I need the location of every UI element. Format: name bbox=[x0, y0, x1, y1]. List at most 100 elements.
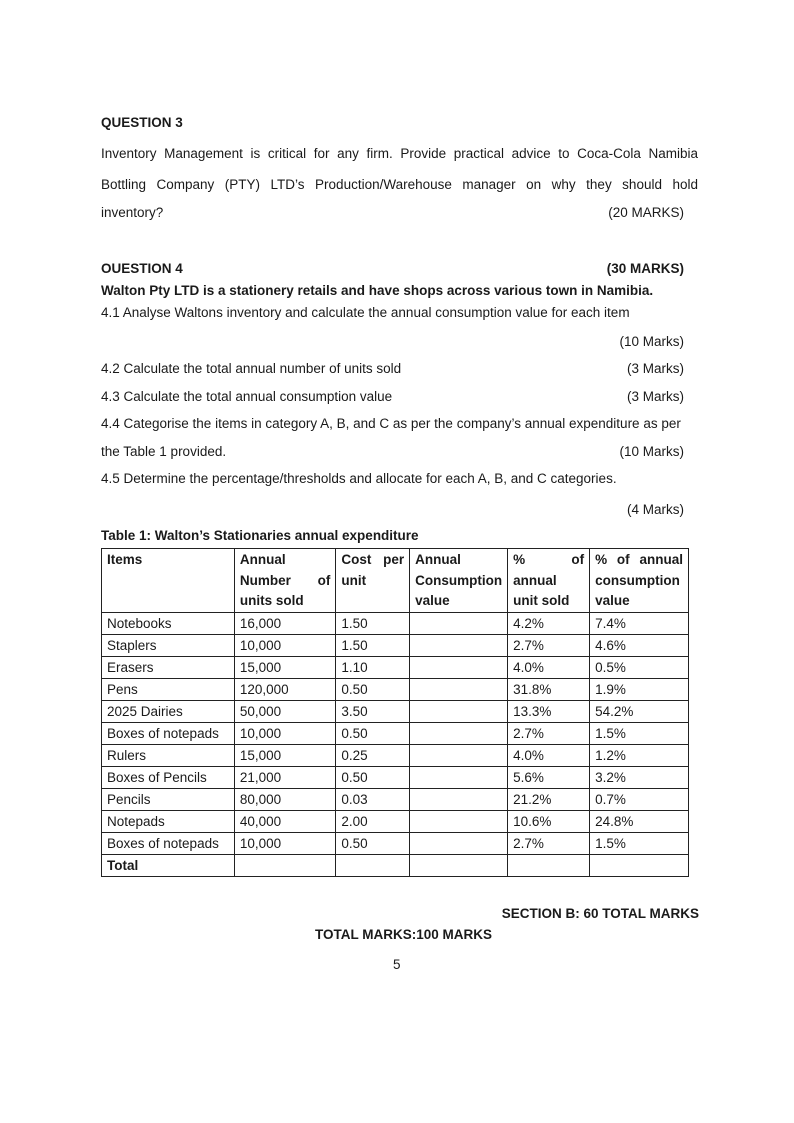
header-pct-units: % of annual unit sold bbox=[507, 548, 591, 613]
table-cell bbox=[409, 611, 509, 635]
table-cell bbox=[409, 743, 509, 767]
table-cell: 0.50 bbox=[335, 765, 411, 789]
q3-line: inventory? bbox=[101, 205, 164, 220]
table-cell: 1.50 bbox=[335, 611, 411, 635]
table-row: Notebooks 16,000 1.50 4.2% 7.4% bbox=[101, 611, 689, 635]
table-cell: 4.0% bbox=[507, 655, 591, 679]
table-cell: 5.6% bbox=[507, 765, 591, 789]
table-row: Erasers 15,000 1.10 4.0% 0.5% bbox=[101, 655, 689, 679]
table-cell: 0.50 bbox=[335, 721, 411, 745]
header-cost: Cost per unit bbox=[335, 548, 411, 613]
table-cell bbox=[409, 633, 509, 657]
page-number: 5 bbox=[393, 957, 401, 972]
table-cell: 0.50 bbox=[335, 831, 411, 855]
table-cell: Staplers bbox=[101, 633, 235, 657]
total-cell bbox=[233, 853, 337, 877]
total-marks: TOTAL MARKS:100 MARKS bbox=[315, 927, 493, 942]
total-row: Total bbox=[101, 853, 689, 877]
table-cell: 2.7% bbox=[507, 721, 591, 745]
table-row: Staplers 10,000 1.50 2.7% 4.6% bbox=[101, 633, 689, 657]
table-cell: 21,000 bbox=[233, 765, 337, 789]
header-acv: Annual Consumption value bbox=[409, 548, 509, 613]
q43-marks: (3 Marks) bbox=[627, 389, 684, 404]
table-cell: 2025 Dairies bbox=[101, 699, 235, 723]
table-row: Boxes of notepads 10,000 0.50 2.7% 1.5% bbox=[101, 831, 689, 855]
table-cell: 0.03 bbox=[335, 787, 411, 811]
q44-text: the Table 1 provided. bbox=[101, 444, 227, 459]
table-cell: 4.6% bbox=[589, 633, 689, 657]
total-cell bbox=[507, 853, 591, 877]
table-cell: 0.50 bbox=[335, 677, 411, 701]
table-cell bbox=[409, 809, 509, 833]
table-cell bbox=[409, 787, 509, 811]
q3-line: Inventory Management is critical for any… bbox=[101, 146, 698, 161]
table-header-row: Items Annual Number of units sold Cost per… bbox=[101, 548, 689, 613]
q4-intro: Walton Pty LTD is a stationery retails a… bbox=[101, 283, 654, 298]
table-cell: 1.2% bbox=[589, 743, 689, 767]
table-cell: Boxes of notepads bbox=[101, 831, 235, 855]
q42-text: 4.2 Calculate the total annual number of… bbox=[101, 361, 402, 376]
table-cell: 24.8% bbox=[589, 809, 689, 833]
table-cell: Boxes of notepads bbox=[101, 721, 235, 745]
table-cell bbox=[409, 677, 509, 701]
table-cell: 15,000 bbox=[233, 655, 337, 679]
table-cell: 120,000 bbox=[233, 677, 337, 701]
table-cell: Erasers bbox=[101, 655, 235, 679]
q41-marks: (10 Marks) bbox=[619, 334, 684, 349]
table-cell: 31.8% bbox=[507, 677, 591, 701]
table-row: Boxes of notepads 10,000 0.50 2.7% 1.5% bbox=[101, 721, 689, 745]
question-3-heading: QUESTION 3 bbox=[101, 115, 183, 130]
table-row: Notepads 40,000 2.00 10.6% 24.8% bbox=[101, 809, 689, 833]
table-row: Pens 120,000 0.50 31.8% 1.9% bbox=[101, 677, 689, 701]
table-cell: 40,000 bbox=[233, 809, 337, 833]
table-cell: 4.0% bbox=[507, 743, 591, 767]
q42-marks: (3 Marks) bbox=[627, 361, 684, 376]
table-cell: 4.2% bbox=[507, 611, 591, 635]
table-row: Boxes of Pencils 21,000 0.50 5.6% 3.2% bbox=[101, 765, 689, 789]
table-cell: 2.00 bbox=[335, 809, 411, 833]
table-cell bbox=[409, 831, 509, 855]
table-cell: Notebooks bbox=[101, 611, 235, 635]
table-cell bbox=[409, 721, 509, 745]
table-cell: 1.5% bbox=[589, 721, 689, 745]
table-cell: 16,000 bbox=[233, 611, 337, 635]
q3-marks: (20 MARKS) bbox=[608, 205, 684, 220]
table-cell: 80,000 bbox=[233, 787, 337, 811]
q41-text: 4.1 Analyse Waltons inventory and calcul… bbox=[101, 305, 630, 320]
q43-text: 4.3 Calculate the total annual consumpti… bbox=[101, 389, 393, 404]
header-pct-acv: % of annual consumption value bbox=[589, 548, 689, 613]
table-cell: 0.25 bbox=[335, 743, 411, 767]
question-4-heading: OUESTION 4 bbox=[101, 261, 183, 276]
table-cell: 10,000 bbox=[233, 633, 337, 657]
table-cell: 2.7% bbox=[507, 831, 591, 855]
table-cell: 3.50 bbox=[335, 699, 411, 723]
q45-text: 4.5 Determine the percentage/thresholds … bbox=[101, 471, 617, 486]
q44-text: 4.4 Categorise the items in category A, … bbox=[101, 416, 681, 431]
table-cell: 13.3% bbox=[507, 699, 591, 723]
table-cell: Pens bbox=[101, 677, 235, 701]
table-cell: Rulers bbox=[101, 743, 235, 767]
table-cell: 7.4% bbox=[589, 611, 689, 635]
section-total: SECTION B: 60 TOTAL MARKS bbox=[501, 906, 699, 921]
table-cell: 10.6% bbox=[507, 809, 591, 833]
table-cell: 3.2% bbox=[589, 765, 689, 789]
table-cell: 15,000 bbox=[233, 743, 337, 767]
total-cell bbox=[409, 853, 509, 877]
table-cell: 54.2% bbox=[589, 699, 689, 723]
table-cell: Notepads bbox=[101, 809, 235, 833]
total-cell bbox=[335, 853, 411, 877]
table-cell bbox=[409, 765, 509, 789]
table-cell: 10,000 bbox=[233, 831, 337, 855]
table-cell bbox=[409, 655, 509, 679]
table-cell: 1.50 bbox=[335, 633, 411, 657]
table-caption: Table 1: Walton’s Stationaries annual ex… bbox=[101, 528, 419, 543]
table-cell: 21.2% bbox=[507, 787, 591, 811]
table-cell bbox=[409, 699, 509, 723]
table-cell: 50,000 bbox=[233, 699, 337, 723]
total-cell bbox=[589, 853, 689, 877]
table-cell: 1.9% bbox=[589, 677, 689, 701]
header-units: Annual Number of units sold bbox=[233, 548, 337, 613]
q44-marks: (10 Marks) bbox=[619, 444, 684, 459]
header-items: Items bbox=[101, 548, 235, 613]
table-row: Rulers 15,000 0.25 4.0% 1.2% bbox=[101, 743, 689, 767]
